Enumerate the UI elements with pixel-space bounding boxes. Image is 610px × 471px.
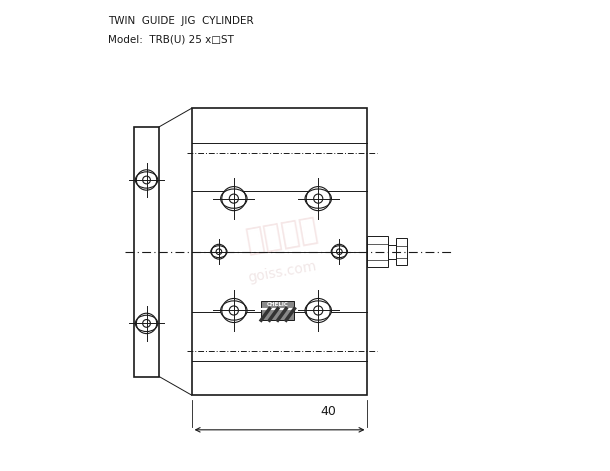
Bar — [134, 127, 159, 377]
Text: 40: 40 — [321, 405, 337, 418]
Ellipse shape — [135, 315, 158, 332]
Text: Model:  TRB(U) 25 x□ST: Model: TRB(U) 25 x□ST — [109, 34, 234, 44]
Ellipse shape — [305, 301, 331, 320]
Ellipse shape — [221, 301, 247, 320]
Bar — [367, 236, 389, 268]
Bar — [261, 301, 295, 320]
Text: CHELIC: CHELIC — [267, 302, 289, 308]
Ellipse shape — [135, 172, 158, 188]
Bar — [396, 238, 407, 265]
Ellipse shape — [331, 246, 348, 258]
Ellipse shape — [221, 189, 247, 208]
Ellipse shape — [305, 189, 331, 208]
Text: TWIN  GUIDE  JIG  CYLINDER: TWIN GUIDE JIG CYLINDER — [109, 16, 254, 26]
Bar — [192, 108, 367, 395]
Text: goiss.com: goiss.com — [246, 260, 317, 285]
Bar — [389, 245, 396, 259]
Text: 工小仳姐: 工小仳姐 — [243, 215, 320, 256]
Ellipse shape — [210, 246, 227, 258]
